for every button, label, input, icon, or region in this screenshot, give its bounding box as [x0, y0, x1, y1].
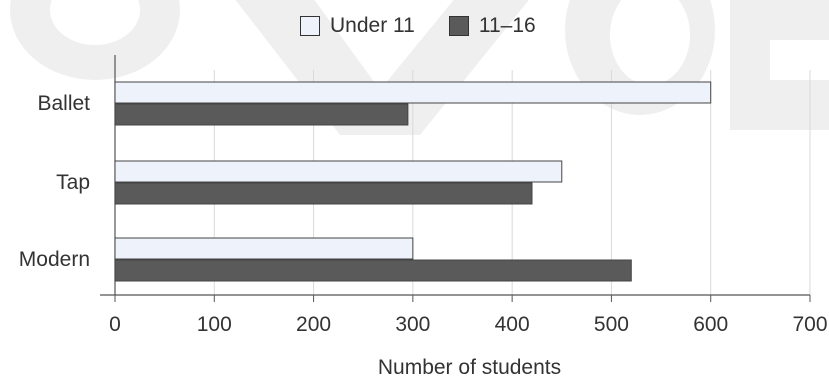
x-tick-label: 600 [693, 313, 728, 336]
bar-chart: 0 100 200 300 400 500 600 700 Ballet Tap Modern [19, 55, 828, 336]
category-label: Ballet [37, 92, 90, 115]
legend-item-11-16: 11–16 [448, 14, 536, 38]
legend-label-under-11: Under 11 [330, 14, 415, 37]
x-tick-label: 500 [594, 313, 629, 336]
bar-11-16 [114, 182, 533, 205]
x-tick-label: 0 [109, 313, 121, 336]
x-tick-label: 200 [296, 313, 331, 336]
x-tick-label: 100 [197, 313, 232, 336]
bar-11-16 [114, 259, 632, 282]
legend-swatch-11-16 [448, 16, 469, 36]
x-tick-label: 400 [495, 313, 530, 336]
bar-under-11 [114, 237, 414, 260]
x-tick-label: 700 [792, 313, 827, 336]
legend-swatch-under-11 [300, 16, 320, 36]
legend-label-11-16: 11–16 [478, 14, 536, 37]
category-label: Modern [19, 248, 90, 271]
legend-item-under-11: Under 11 [300, 14, 415, 38]
x-axis-title: Number of students [377, 356, 562, 379]
category-label: Tap [56, 171, 90, 194]
legend: Under 11 11–16 [300, 10, 570, 42]
bar-11-16 [114, 103, 409, 126]
bar-under-11 [114, 81, 712, 104]
bar-under-11 [114, 160, 563, 183]
x-tick-label: 300 [395, 313, 430, 336]
